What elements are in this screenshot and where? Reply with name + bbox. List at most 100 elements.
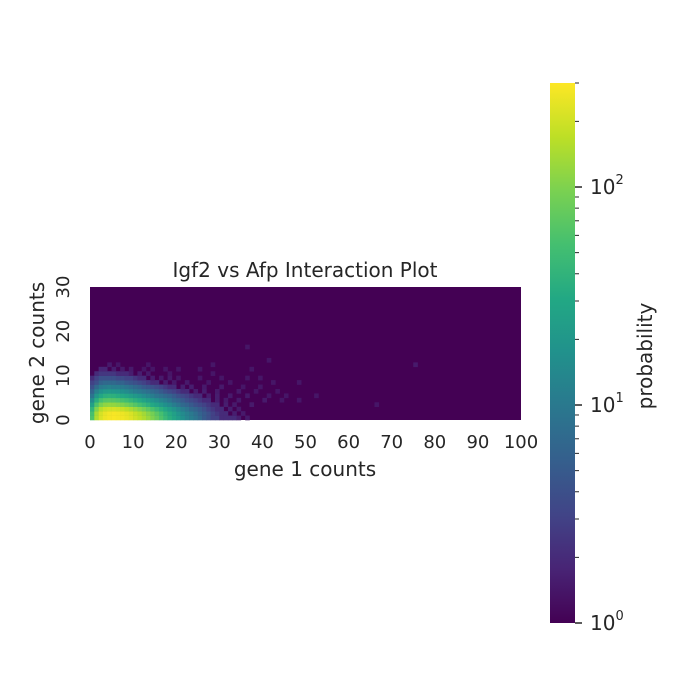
heatmap-cell (146, 406, 151, 412)
heatmap-cell (219, 406, 224, 412)
heatmap-cell (240, 384, 246, 390)
heatmap-cell (202, 402, 207, 407)
heatmap-cell (94, 406, 99, 412)
heatmap-cell (141, 366, 147, 372)
heatmap-cell (115, 371, 121, 376)
heatmap-cell (158, 388, 164, 394)
heatmap-cell (184, 380, 190, 385)
heatmap-cell (158, 375, 164, 381)
heatmap-cell (150, 388, 155, 394)
heatmap-cell (90, 397, 95, 403)
colorbar-tick-label: 101 (590, 391, 624, 417)
heatmap-cell (180, 411, 186, 416)
heatmap-cell (167, 415, 173, 421)
y-tick-label: 20 (53, 320, 74, 343)
heatmap-cell (176, 366, 181, 372)
heatmap-cell (171, 411, 177, 416)
heatmap-cell (137, 393, 143, 399)
heatmap-cell (115, 380, 121, 385)
heatmap-cell (223, 415, 229, 421)
heatmap-cell (171, 380, 177, 385)
heatmap-cell (115, 415, 121, 421)
y-tick-label: 10 (53, 364, 74, 387)
heatmap-cell (184, 393, 190, 399)
heatmap-cell (219, 375, 224, 381)
heatmap-cell (115, 375, 121, 381)
heatmap-cell (98, 406, 104, 412)
heatmap-cell (193, 406, 199, 412)
heatmap-cell (107, 406, 112, 412)
heatmap-cell (266, 393, 272, 399)
heatmap-cell (262, 397, 268, 403)
x-tick-label: 0 (84, 432, 95, 453)
heatmap-cell (102, 393, 108, 399)
heatmap-cell (176, 397, 181, 403)
heatmap-cell (124, 371, 130, 376)
heatmap-cell (171, 415, 177, 421)
heatmap-cell (176, 415, 181, 421)
heatmap-cell (163, 402, 168, 407)
heatmap-cell (202, 411, 207, 416)
heatmap-cell (197, 397, 203, 403)
heatmap-cell (266, 357, 272, 363)
heatmap-cell (128, 397, 134, 403)
heatmap-cell (94, 402, 99, 407)
heatmap-cell (184, 402, 190, 407)
heatmap-cell (90, 415, 95, 421)
heatmap-cell (206, 380, 211, 385)
heatmap-cell (271, 380, 276, 385)
heatmap-cell (167, 402, 173, 407)
colorbar-tick-label: 100 (590, 609, 624, 635)
heatmap-cell (107, 380, 112, 385)
heatmap-cell (283, 393, 289, 399)
heatmap-cell (124, 393, 130, 399)
heatmap-cell (128, 406, 134, 412)
heatmap-cell (146, 402, 151, 407)
heatmap-cell (107, 402, 112, 407)
heatmap-cell (128, 375, 134, 381)
heatmap-cell (141, 388, 147, 394)
heatmap-cell (133, 411, 138, 416)
heatmap-cell (90, 375, 95, 381)
heatmap-cell (193, 397, 199, 403)
heatmap-cell (158, 393, 164, 399)
heatmap-cell (141, 397, 147, 403)
heatmap-cell (154, 397, 160, 403)
colorbar (550, 83, 575, 623)
heatmap-cell (111, 397, 117, 403)
heatmap-cell (137, 411, 143, 416)
heatmap-cell (158, 402, 164, 407)
heatmap-cell (193, 393, 199, 399)
heatmap-cell (180, 397, 186, 403)
heatmap-cell (167, 393, 173, 399)
heatmap-cell (128, 415, 134, 421)
heatmap-cell (158, 411, 164, 416)
heatmap-cell (413, 362, 418, 368)
heatmap-cell (102, 406, 108, 412)
heatmap-cell (94, 393, 99, 399)
heatmap-cell (128, 371, 134, 376)
heatmap-cell (133, 397, 138, 403)
x-axis-label: gene 1 counts (234, 457, 376, 481)
heatmap-cell (141, 411, 147, 416)
heatmap-cell (102, 411, 108, 416)
heatmap-cell (171, 393, 177, 399)
heatmap-cell (98, 375, 104, 381)
heatmap-cell (124, 397, 130, 403)
heatmap-cell (150, 415, 155, 421)
heatmap-cell (146, 397, 151, 403)
heatmap-cell (154, 388, 160, 394)
heatmap-cell (102, 397, 108, 403)
heatmap-cell (137, 371, 143, 376)
heatmap-cell (374, 402, 380, 407)
heatmap-cell (236, 388, 242, 394)
heatmap-cell (94, 411, 99, 416)
heatmap-cell (193, 415, 199, 421)
heatmap-cell (102, 380, 108, 385)
heatmap-cell (102, 388, 108, 394)
heatmap-cell (141, 375, 147, 381)
heatmap-cell (245, 375, 250, 381)
heatmap-cell (163, 388, 168, 394)
heatmap-cell (163, 406, 168, 412)
